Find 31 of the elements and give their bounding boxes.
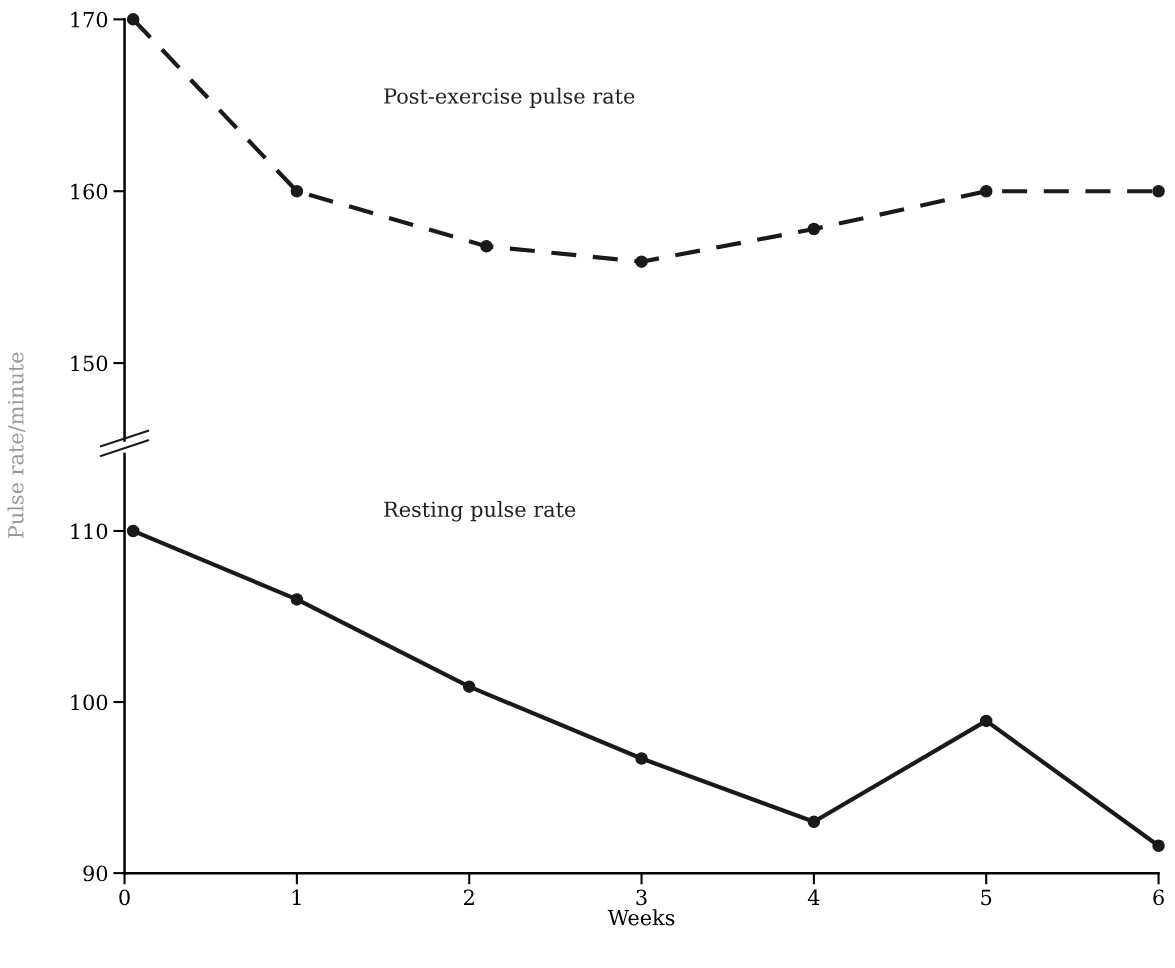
y-tick-label: 170 [71, 11, 108, 28]
x-tick-label: 0 [119, 889, 130, 906]
point [979, 714, 993, 728]
text: Post-exercise pulse rate [384, 87, 635, 108]
point [462, 680, 476, 693]
point [126, 13, 140, 26]
point [807, 815, 821, 829]
x-tick-label: 5 [981, 889, 992, 906]
x-tick-label: 3 [636, 889, 647, 906]
point [290, 184, 304, 198]
point [1152, 184, 1165, 198]
x-tick-label: 4 [807, 889, 820, 905]
x-tick-label: 2 [464, 889, 474, 905]
point [979, 184, 993, 198]
y-tick-label: 90 [83, 865, 108, 882]
text: Resting pulse rate [384, 501, 576, 522]
x-tick-label: 1 [292, 889, 301, 905]
point [807, 222, 821, 236]
y-tick-label: 100 [71, 694, 108, 711]
point [290, 593, 304, 606]
point [480, 239, 493, 253]
point [1152, 839, 1165, 853]
point [635, 255, 648, 268]
y-tick-label: 110 [71, 523, 108, 540]
point [635, 752, 648, 765]
y-tick-label: 150 [71, 355, 108, 372]
x-axis-title: Weeks [607, 909, 675, 926]
point [126, 524, 140, 538]
y-axis-title: Pulse rate/minute [7, 352, 26, 539]
x-tick-label: 6 [1153, 889, 1164, 906]
y-tick-label: 160 [71, 183, 108, 200]
